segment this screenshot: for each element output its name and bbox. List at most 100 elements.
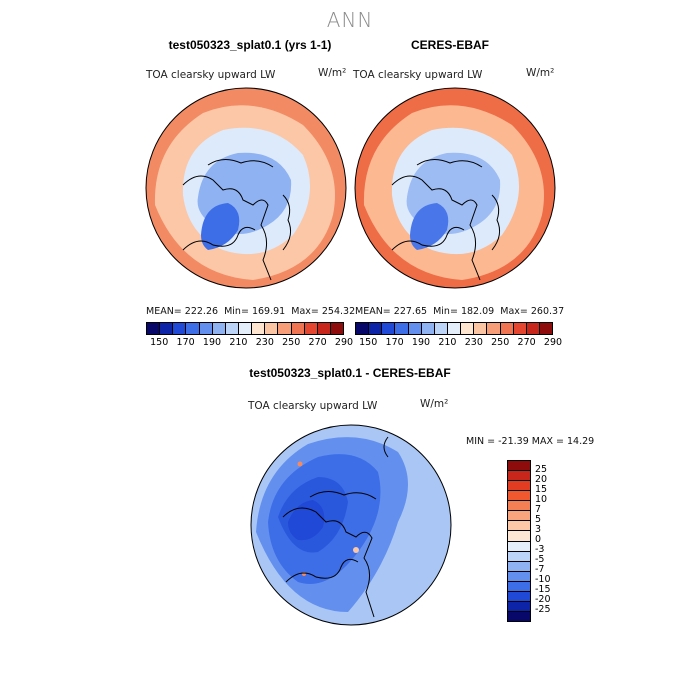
- obs-max-label: Max=: [500, 306, 528, 317]
- colorbar-swatch: [291, 323, 305, 334]
- colorbar-tick-label: -25: [535, 604, 551, 615]
- colorbar-tick-label: 230: [464, 337, 483, 348]
- colorbar-tick-label: 3: [535, 524, 542, 535]
- colorbar-swatch: [395, 323, 409, 334]
- colorbar-tick-label: 250: [491, 337, 510, 348]
- obs-stats: MEAN= 227.65 Min= 182.09 Max= 260.37: [355, 306, 564, 317]
- colorbar-tick-label: 210: [438, 337, 457, 348]
- colorbar-swatch: [434, 323, 448, 334]
- colorbar-swatch: [508, 571, 530, 582]
- colorbar-swatch: [508, 531, 530, 542]
- colorbar-swatch: [487, 323, 501, 334]
- colorbar-swatch: [252, 323, 266, 334]
- colorbar-tick-label: 7: [535, 504, 542, 515]
- obs-colorbar-ticks: 150 170 190 210 230 250 270 290: [355, 335, 562, 348]
- colorbar-tick-label: 210: [229, 337, 248, 348]
- model-min-value: 169.91: [251, 306, 286, 317]
- colorbar-tick-label: 170: [176, 337, 195, 348]
- colorbar-swatch: [508, 551, 530, 562]
- colorbar-swatch: [147, 323, 161, 334]
- diff-map: [248, 422, 454, 628]
- obs-max-value: 260.37: [530, 306, 565, 317]
- colorbar-tick-label: 5: [535, 514, 542, 525]
- obs-colorbar-swatches: [355, 322, 553, 335]
- colorbar-swatch: [508, 611, 530, 621]
- colorbar-tick-label: 230: [255, 337, 274, 348]
- colorbar-swatch: [369, 323, 383, 334]
- colorbar-swatch: [508, 581, 530, 592]
- obs-variable-label: TOA clearsky upward LW: [353, 69, 483, 81]
- model-mean-label: MEAN=: [146, 306, 182, 317]
- obs-min-label: Min=: [433, 306, 458, 317]
- model-max-value: 254.32: [321, 306, 356, 317]
- colorbar-swatch: [461, 323, 475, 334]
- colorbar-tick-label: 270: [308, 337, 327, 348]
- model-colorbar-swatches: [146, 322, 344, 335]
- colorbar-swatch: [356, 323, 370, 334]
- colorbar-swatch: [508, 491, 530, 502]
- model-panel-title: test050323_splat0.1 (yrs 1-1): [168, 38, 332, 52]
- colorbar-swatch: [508, 591, 530, 602]
- model-polar-map: [145, 87, 347, 289]
- colorbar-swatch: [539, 323, 553, 334]
- model-min-label: Min=: [224, 306, 249, 317]
- colorbar-swatch: [278, 323, 292, 334]
- diff-stats: MIN = -21.39 MAX = 14.29: [466, 436, 594, 447]
- diff-max-label: MAX =: [531, 436, 564, 447]
- diff-colorbar-swatches: [507, 460, 531, 622]
- colorbar-swatch: [330, 323, 344, 334]
- colorbar-tick-label: -10: [535, 574, 551, 585]
- colorbar-tick-label: -5: [535, 554, 545, 565]
- colorbar-swatch: [408, 323, 422, 334]
- colorbar-tick-label: 0: [535, 534, 542, 545]
- model-colorbar-ticks: 150 170 190 210 230 250 270 290: [146, 335, 353, 348]
- colorbar-swatch: [513, 323, 527, 334]
- colorbar-swatch: [508, 511, 530, 522]
- colorbar-swatch: [421, 323, 435, 334]
- obs-map: [352, 85, 558, 291]
- colorbar-tick-label: 150: [359, 337, 378, 348]
- colorbar-swatch: [508, 561, 530, 572]
- obs-mean-value: 227.65: [393, 306, 428, 317]
- colorbar-swatch: [526, 323, 540, 334]
- colorbar-swatch: [500, 323, 514, 334]
- diff-polar-map: [250, 424, 452, 626]
- diff-min-label: MIN =: [466, 436, 496, 447]
- colorbar-tick-label: 250: [282, 337, 301, 348]
- colorbar-swatch: [508, 601, 530, 612]
- colorbar-tick-label: 25: [535, 464, 548, 475]
- colorbar-tick-label: 190: [411, 337, 431, 348]
- colorbar-swatch: [508, 521, 530, 532]
- colorbar-swatch: [508, 541, 530, 552]
- main-title: ANN: [326, 8, 374, 32]
- diff-units-label: W/m²: [420, 398, 449, 410]
- diff-variable-label: TOA clearsky upward LW: [248, 400, 378, 412]
- colorbar-swatch: [265, 323, 279, 334]
- diff-panel-title: test050323_splat0.1 - CERES-EBAF: [249, 366, 451, 380]
- diff-min-value: -21.39: [498, 436, 529, 447]
- colorbar-swatch: [382, 323, 396, 334]
- model-colorbar: 150 170 190 210 230 250 270 290: [146, 322, 353, 348]
- diff-colorbar: 25 20 15 10 7 5 3 0 -3 -5 -7 -10 -15 -20 -25: [507, 460, 577, 622]
- colorbar-swatch: [508, 461, 530, 472]
- model-mean-value: 222.26: [184, 306, 219, 317]
- colorbar-swatch: [238, 323, 253, 334]
- colorbar-tick-label: 15: [535, 484, 548, 495]
- colorbar-tick-label: -3: [535, 544, 545, 555]
- colorbar-tick-label: 270: [517, 337, 536, 348]
- colorbar-tick-label: 10: [535, 494, 548, 505]
- obs-colorbar: 150 170 190 210 230 250 270 290: [355, 322, 562, 348]
- colorbar-swatch: [186, 323, 200, 334]
- colorbar-tick-label: 170: [385, 337, 404, 348]
- colorbar-tick-label: -7: [535, 564, 545, 575]
- colorbar-swatch: [199, 323, 213, 334]
- model-max-label: Max=: [291, 306, 319, 317]
- obs-mean-label: MEAN=: [355, 306, 391, 317]
- colorbar-swatch: [474, 323, 488, 334]
- diff-colorbar-ticks: 25 20 15 10 7 5 3 0 -3 -5 -7 -10 -15 -20 -25: [535, 460, 575, 620]
- model-stats: MEAN= 222.26 Min= 169.91 Max= 254.32: [146, 306, 355, 317]
- colorbar-swatch: [508, 501, 530, 512]
- colorbar-swatch: [304, 323, 318, 334]
- colorbar-tick-label: 290: [543, 337, 563, 348]
- colorbar-tick-label: 20: [535, 474, 548, 485]
